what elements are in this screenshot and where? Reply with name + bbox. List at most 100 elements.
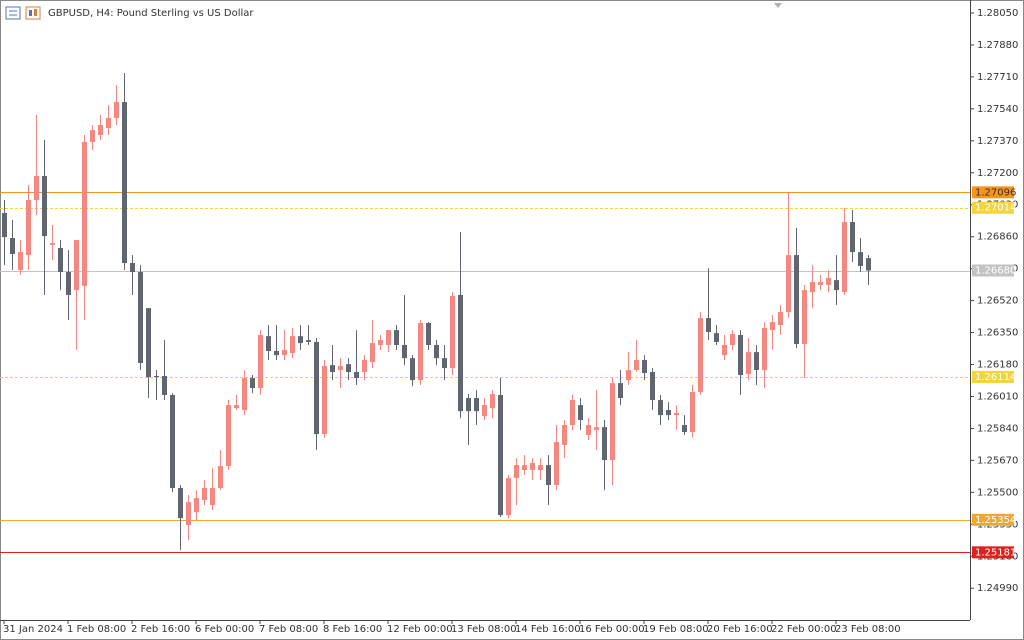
candle-body	[498, 394, 503, 516]
y-tick-label: 1.28050	[977, 8, 1018, 19]
candle-body	[786, 255, 791, 313]
candle-body	[506, 478, 511, 516]
candle-body	[234, 405, 239, 409]
y-tick-label: 1.27540	[977, 104, 1018, 115]
candle-body	[322, 366, 327, 435]
candle-body	[770, 322, 775, 331]
y-tick-label: 1.25840	[977, 423, 1018, 434]
candle-body	[250, 378, 255, 389]
candle-body	[562, 425, 567, 445]
candle-body	[34, 175, 39, 201]
candle-body	[794, 255, 799, 345]
x-tick-label: 19 Feb 08:00	[643, 624, 709, 635]
level-label-bg	[972, 370, 1014, 383]
x-tick-label: 12 Feb 00:00	[387, 624, 453, 635]
x-tick-label: 13 Feb 08:00	[451, 624, 517, 635]
candle-body	[434, 344, 439, 359]
y-tick-label: 1.27880	[977, 40, 1018, 51]
level-label: 1.27096	[975, 187, 1016, 198]
candle-body	[66, 272, 71, 295]
candle-body	[386, 330, 391, 345]
candle-body	[50, 243, 55, 245]
candle-body	[58, 247, 63, 273]
candle-body	[730, 334, 735, 345]
candle-body	[714, 333, 719, 342]
candle-body	[514, 465, 519, 479]
candle-body	[522, 465, 527, 470]
level-label-bg	[972, 546, 1014, 559]
y-tick-label: 1.25500	[977, 487, 1018, 498]
candle-body	[634, 360, 639, 370]
candle-body	[546, 465, 551, 486]
chart-title: GBPUSD, H4: Pound Sterling vs US Dollar	[48, 8, 254, 19]
candle-body	[226, 405, 231, 467]
candle-body	[530, 463, 535, 470]
icon	[5, 6, 21, 20]
x-tick-label: 6 Feb 00:00	[195, 624, 254, 635]
y-tick-label: 1.24990	[977, 583, 1018, 594]
level-label-bg	[972, 201, 1014, 214]
candle-body	[594, 427, 599, 431]
candle-body	[98, 125, 103, 135]
candle-body	[106, 118, 111, 129]
candle-body	[122, 102, 127, 264]
candle-body	[722, 344, 727, 356]
candle-body	[674, 413, 679, 416]
candle-body	[482, 405, 487, 417]
candle-body	[258, 335, 263, 389]
candle-body	[706, 318, 711, 332]
candle-body	[2, 212, 7, 238]
candle-body	[866, 258, 871, 271]
level-label: 1.27014	[975, 203, 1016, 214]
candle-body	[586, 425, 591, 436]
candle-body	[858, 252, 863, 267]
candle-body	[242, 378, 247, 411]
candle-body	[362, 360, 367, 373]
x-tick-label: 7 Feb 08:00	[259, 624, 318, 635]
candle-body	[466, 397, 471, 412]
candle-body	[194, 497, 199, 513]
candle-body	[450, 296, 455, 369]
y-tick-label: 1.26520	[977, 296, 1018, 307]
x-tick-label: 20 Feb 16:00	[707, 624, 773, 635]
candle-body	[746, 352, 751, 375]
candle-body	[538, 465, 543, 470]
level-label: 1.26114	[975, 372, 1016, 383]
candle-body	[346, 364, 351, 373]
y-tick-label: 1.26860	[977, 232, 1018, 243]
candle-body	[330, 365, 335, 373]
candle-body	[818, 281, 823, 285]
candle-body	[138, 272, 143, 364]
candle-body	[306, 340, 311, 342]
y-tick-label: 1.26010	[977, 391, 1018, 402]
candle-body	[298, 336, 303, 344]
candle-body	[578, 405, 583, 420]
candle-body	[210, 488, 215, 506]
candle-body	[402, 344, 407, 359]
candle-body	[290, 336, 295, 354]
candles	[2, 72, 871, 551]
candle-body	[274, 350, 279, 356]
candle-body	[698, 318, 703, 392]
y-tick-label: 1.27370	[977, 136, 1018, 147]
icon	[29, 10, 32, 16]
candle-body	[490, 394, 495, 409]
candle-body	[642, 360, 647, 373]
candle-body	[186, 502, 191, 526]
levels	[0, 192, 970, 553]
y-tick-label: 1.27710	[977, 72, 1018, 83]
candle-body	[42, 175, 47, 237]
level-label: 1.26680	[975, 266, 1016, 277]
candle-body	[178, 488, 183, 519]
candle-body	[658, 400, 663, 416]
candle-body	[810, 281, 815, 292]
candle-body	[154, 375, 159, 378]
candle-body	[778, 312, 783, 326]
level-label-bg	[972, 513, 1014, 526]
candle-body	[218, 466, 223, 489]
candle-body	[458, 294, 463, 412]
candle-body	[82, 141, 87, 286]
candle-body	[266, 336, 271, 351]
